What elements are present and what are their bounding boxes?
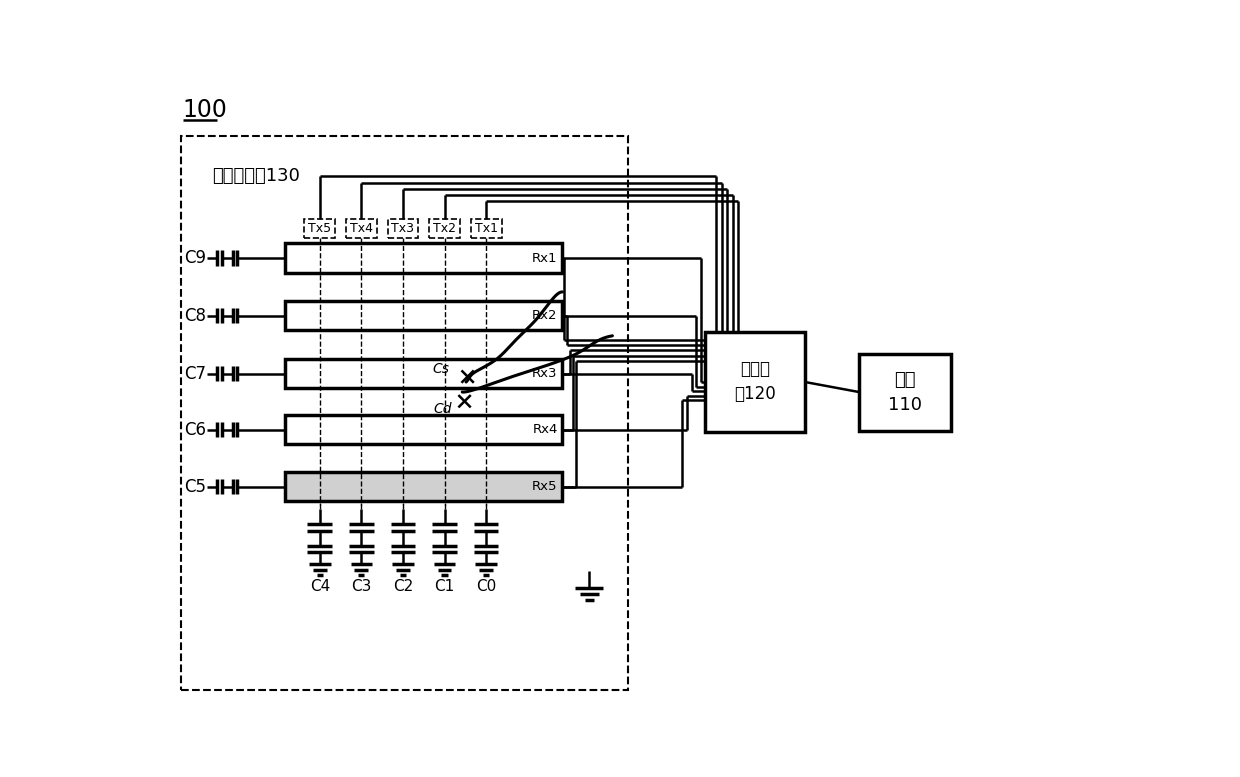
Bar — [285, 359, 563, 388]
Text: C0: C0 — [476, 579, 496, 594]
Bar — [704, 332, 805, 432]
Text: 触摸芯
片120: 触摸芯 片120 — [734, 361, 776, 403]
Text: C5: C5 — [184, 478, 206, 496]
Bar — [346, 219, 377, 238]
Text: C8: C8 — [184, 307, 206, 325]
Text: Cs: Cs — [433, 362, 449, 376]
Text: C4: C4 — [310, 579, 330, 594]
Bar — [388, 219, 418, 238]
Text: Tx3: Tx3 — [392, 222, 414, 235]
Text: C6: C6 — [184, 420, 206, 439]
Bar — [285, 243, 563, 273]
Text: Tx4: Tx4 — [350, 222, 373, 235]
Text: C7: C7 — [184, 364, 206, 382]
Text: Tx1: Tx1 — [475, 222, 497, 235]
Bar — [285, 415, 563, 444]
Text: Rx2: Rx2 — [532, 309, 558, 322]
Text: Cd: Cd — [434, 402, 453, 416]
Text: C3: C3 — [351, 579, 372, 594]
Text: Tx2: Tx2 — [433, 222, 456, 235]
Text: Tx5: Tx5 — [309, 222, 331, 235]
Text: Rx5: Rx5 — [532, 480, 558, 493]
Bar — [304, 219, 335, 238]
Bar — [859, 354, 951, 430]
Text: Rx3: Rx3 — [532, 367, 558, 380]
Bar — [429, 219, 460, 238]
Text: 100: 100 — [182, 98, 228, 122]
Text: 触控传感器130: 触控传感器130 — [212, 167, 300, 186]
Text: 主机
110: 主机 110 — [888, 371, 923, 413]
Text: C2: C2 — [393, 579, 413, 594]
Bar — [181, 136, 627, 690]
Bar — [285, 301, 563, 330]
Text: Rx1: Rx1 — [532, 252, 558, 264]
Text: C1: C1 — [434, 579, 455, 594]
Bar — [471, 219, 501, 238]
Text: C9: C9 — [184, 249, 206, 267]
Bar — [285, 472, 563, 501]
Text: Rx4: Rx4 — [532, 423, 558, 436]
